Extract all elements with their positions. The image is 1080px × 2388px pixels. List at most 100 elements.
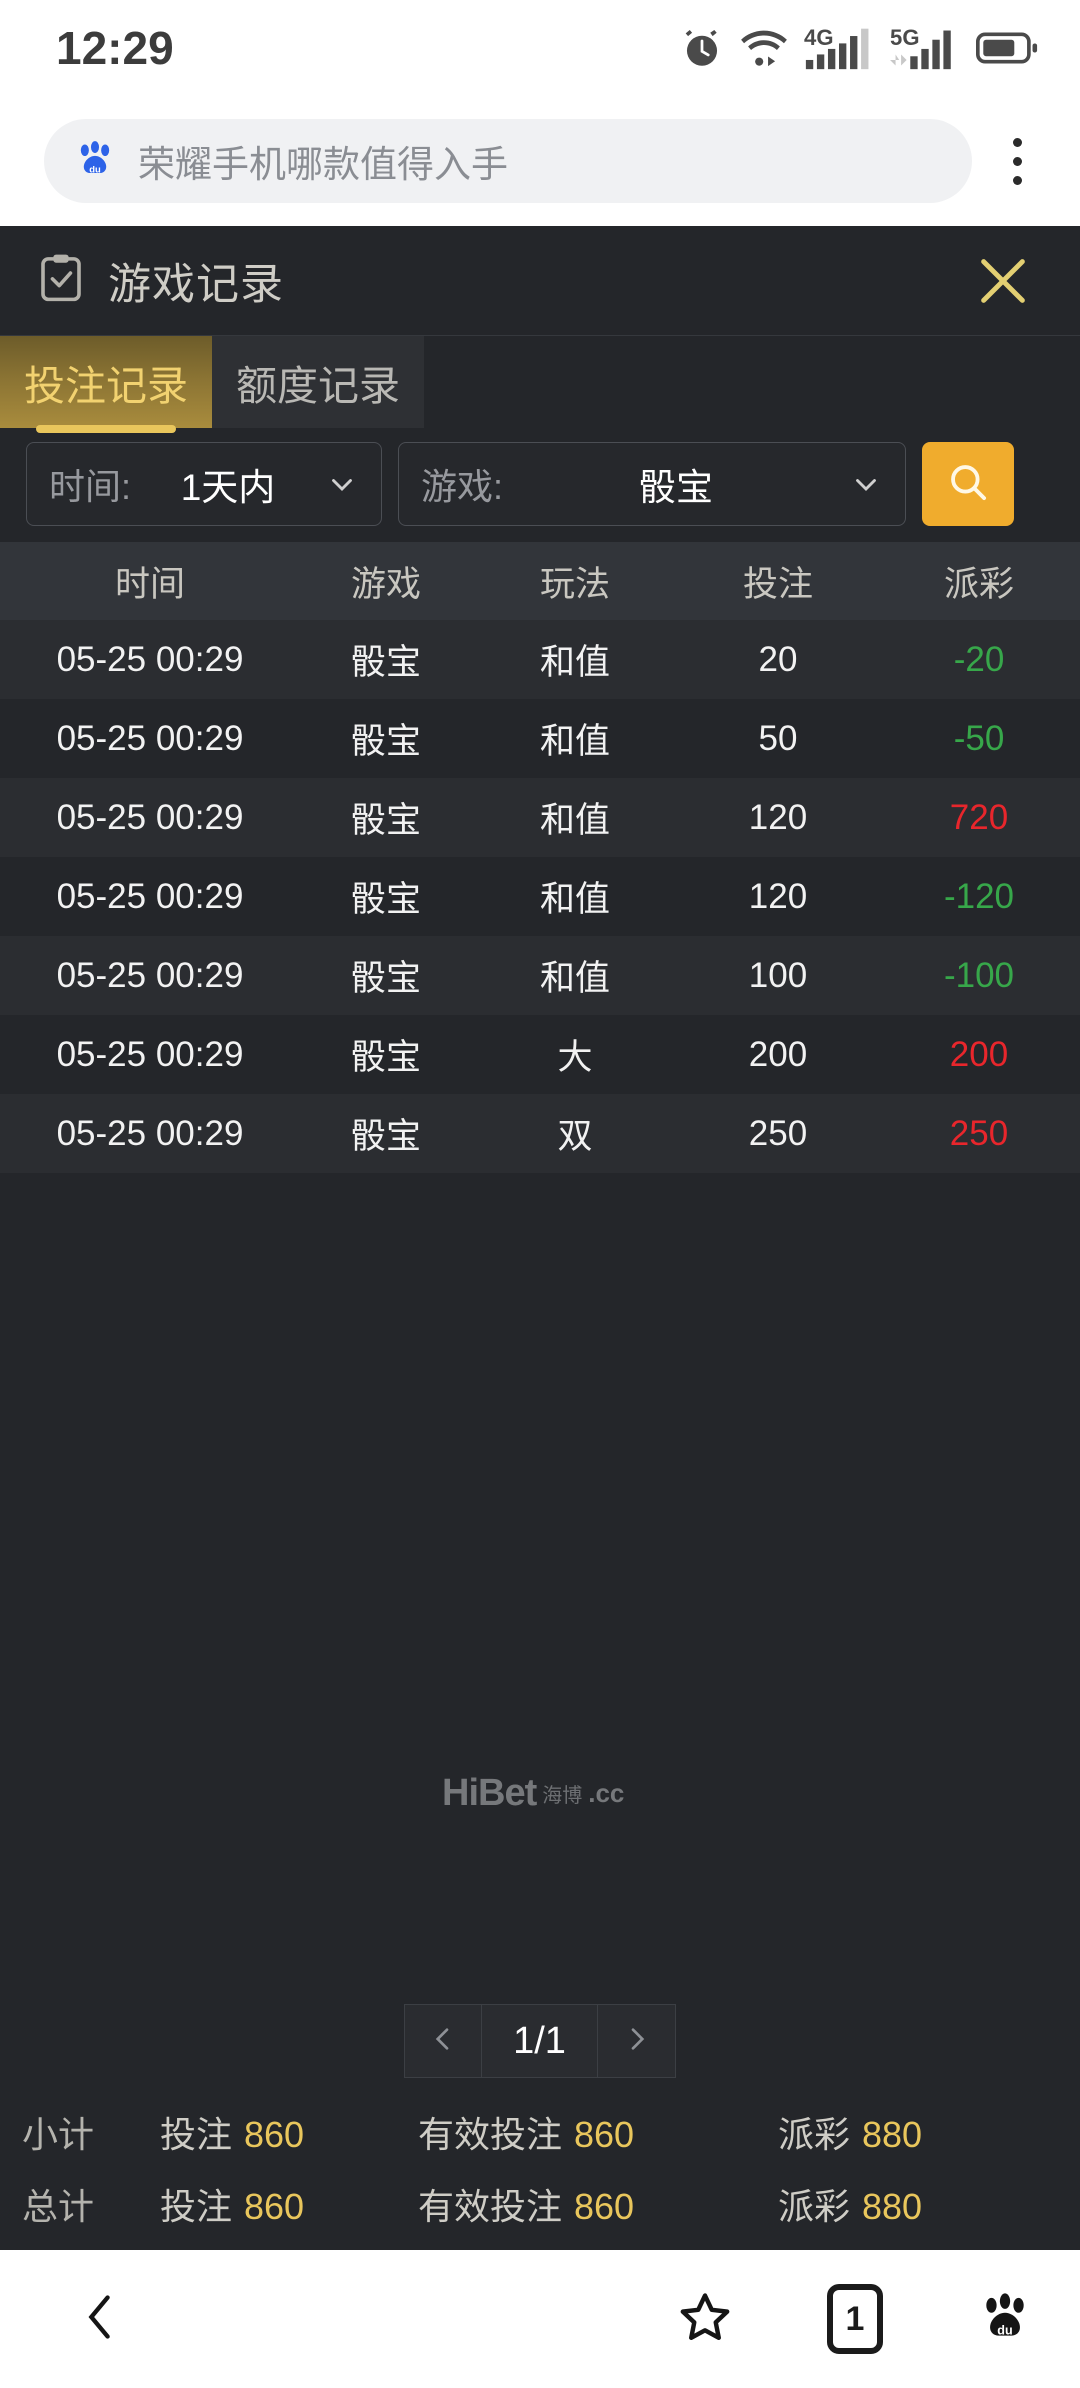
summary-valid-value: 860 [574,2186,635,2227]
alarm-clock-icon [680,26,724,70]
panel-header: 游戏记录 [0,226,1080,336]
time-filter-value: 1天内 [180,467,276,508]
nav-back-button[interactable] [0,2291,200,2348]
cell-payout: -20 [953,639,1005,679]
summary-valid-bet: 有效投注 860 [418,2106,778,2158]
column-header-play: 玩法 [539,564,610,604]
battery-icon [976,28,1038,68]
nav-home-button[interactable]: du [930,2289,1080,2350]
column-header-bet: 投注 [742,564,813,604]
chevron-down-icon [849,467,883,501]
summary-payout-value: 880 [862,2114,923,2155]
summary-row-total: 总计 投注 860 有效投注 860 派彩 880 [0,2168,1080,2240]
game-filter-value: 骰宝 [639,467,713,508]
summary-valid-bet: 有效投注 860 [418,2178,778,2230]
svg-text:5G: 5G [890,25,919,50]
cell-play: 双 [557,1117,593,1156]
cell-play: 和值 [539,959,610,998]
summary-bet-value: 860 [244,2114,305,2155]
cell-time: 05-25 00:29 [56,1113,244,1153]
svg-text:4G: 4G [804,25,833,50]
summary-payout: 派彩 880 [778,2178,922,2230]
cell-time: 05-25 00:29 [56,718,244,758]
cell-time: 05-25 00:29 [56,876,244,916]
cell-payout: -120 [943,876,1015,916]
search-submit-button[interactable] [922,442,1014,526]
svg-text:du: du [89,164,101,175]
status-bar-clock: 12:29 [56,22,174,74]
summary-label: 总计 [22,2186,95,2227]
filter-bar: 时间: 1天内 游戏: 骰宝 [0,428,1080,542]
table-row[interactable]: 05-25 00:29 骰宝 和值 50 -50 [0,699,1080,778]
table-row[interactable]: 05-25 00:29 骰宝 大 200 200 [0,1015,1080,1094]
cell-game: 骰宝 [350,880,421,919]
close-icon[interactable] [962,240,1044,322]
cell-payout: -100 [943,955,1015,995]
svg-text:du: du [997,2323,1012,2337]
tab-credit-record[interactable]: 额度记录 [212,336,424,428]
summary-payout-value: 880 [862,2186,923,2227]
signal-5g-icon: 5G [890,25,960,71]
pagination-page-indicator: 1/1 [482,2004,598,2078]
table-row[interactable]: 05-25 00:29 骰宝 和值 20 -20 [0,620,1080,699]
summary-valid-label: 有效投注 [418,2186,563,2227]
clipboard-check-icon [34,251,88,310]
cell-game: 骰宝 [350,1117,421,1156]
table-row[interactable]: 05-25 00:29 骰宝 双 250 250 [0,1094,1080,1173]
nav-tab-count: 1 [827,2284,883,2354]
kebab-menu-icon[interactable] [982,119,1052,203]
cell-bet: 200 [748,1034,808,1074]
cell-game: 骰宝 [350,1038,421,1077]
pagination-prev-button[interactable] [404,2004,482,2078]
cell-game: 骰宝 [350,959,421,998]
summary-label: 小计 [22,2114,95,2155]
table-row[interactable]: 05-25 00:29 骰宝 和值 100 -100 [0,936,1080,1015]
star-icon [677,2289,733,2350]
wifi-icon [740,26,788,70]
watermark-chinese: 海博 [542,1785,583,1807]
nav-bookmark-button[interactable] [630,2289,780,2350]
table-row[interactable]: 05-25 00:29 骰宝 和值 120 720 [0,778,1080,857]
table-header: 时间 游戏 玩法 投注 派彩 [0,542,1080,620]
summary-payout-label: 派彩 [778,2114,851,2155]
nav-tab-count-button[interactable]: 1 [780,2284,930,2354]
tab-bet-record[interactable]: 投注记录 [0,336,212,428]
cell-game: 骰宝 [350,722,421,761]
cell-payout: 250 [949,1113,1009,1153]
kebab-dot [1012,137,1022,147]
baidu-paw-icon: du [74,138,116,185]
summary-bet: 投注 860 [160,2178,418,2230]
summary-bet-label: 投注 [160,2186,233,2227]
pagination-next-button[interactable] [598,2004,676,2078]
summary-row-subtotal: 小计 投注 860 有效投注 860 派彩 880 [0,2096,1080,2168]
search-query-text: 荣耀手机哪款值得入手 [138,144,508,185]
cell-time: 05-25 00:29 [56,797,244,837]
browser-bottom-nav: 1 du [0,2250,1080,2388]
search-icon [945,459,991,510]
column-header-game: 游戏 [350,564,421,604]
browser-toolbar: du 荣耀手机哪款值得入手 [0,96,1080,226]
time-filter-select[interactable]: 时间: 1天内 [26,442,382,526]
panel-title: 游戏记录 [108,260,284,309]
kebab-dot [1012,156,1022,166]
summary-valid-label: 有效投注 [418,2114,563,2155]
table-body: 05-25 00:29 骰宝 和值 20 -20 05-25 00:29 骰宝 … [0,620,1080,2004]
record-tabs: 投注记录 额度记录 [0,336,1080,428]
game-filter-select[interactable]: 游戏: 骰宝 [398,442,906,526]
table-row[interactable]: 05-25 00:29 骰宝 和值 120 -120 [0,857,1080,936]
tab-bet-record-label: 投注记录 [24,363,188,409]
summary-payout-label: 派彩 [778,2186,851,2227]
status-bar: 12:29 4G [0,0,1080,96]
cell-bet: 120 [748,876,808,916]
cell-time: 05-25 00:29 [56,1034,244,1074]
summary-valid-value: 860 [574,2114,635,2155]
chevron-right-icon [621,2023,653,2060]
summary-payout: 派彩 880 [778,2106,922,2158]
cell-bet: 250 [748,1113,808,1153]
column-header-payout: 派彩 [943,564,1014,604]
kebab-dot [1012,175,1022,185]
signal-4g-icon: 4G [804,25,874,71]
search-input[interactable]: du 荣耀手机哪款值得入手 [44,119,972,203]
cell-time: 05-25 00:29 [56,955,244,995]
cell-bet: 120 [748,797,808,837]
